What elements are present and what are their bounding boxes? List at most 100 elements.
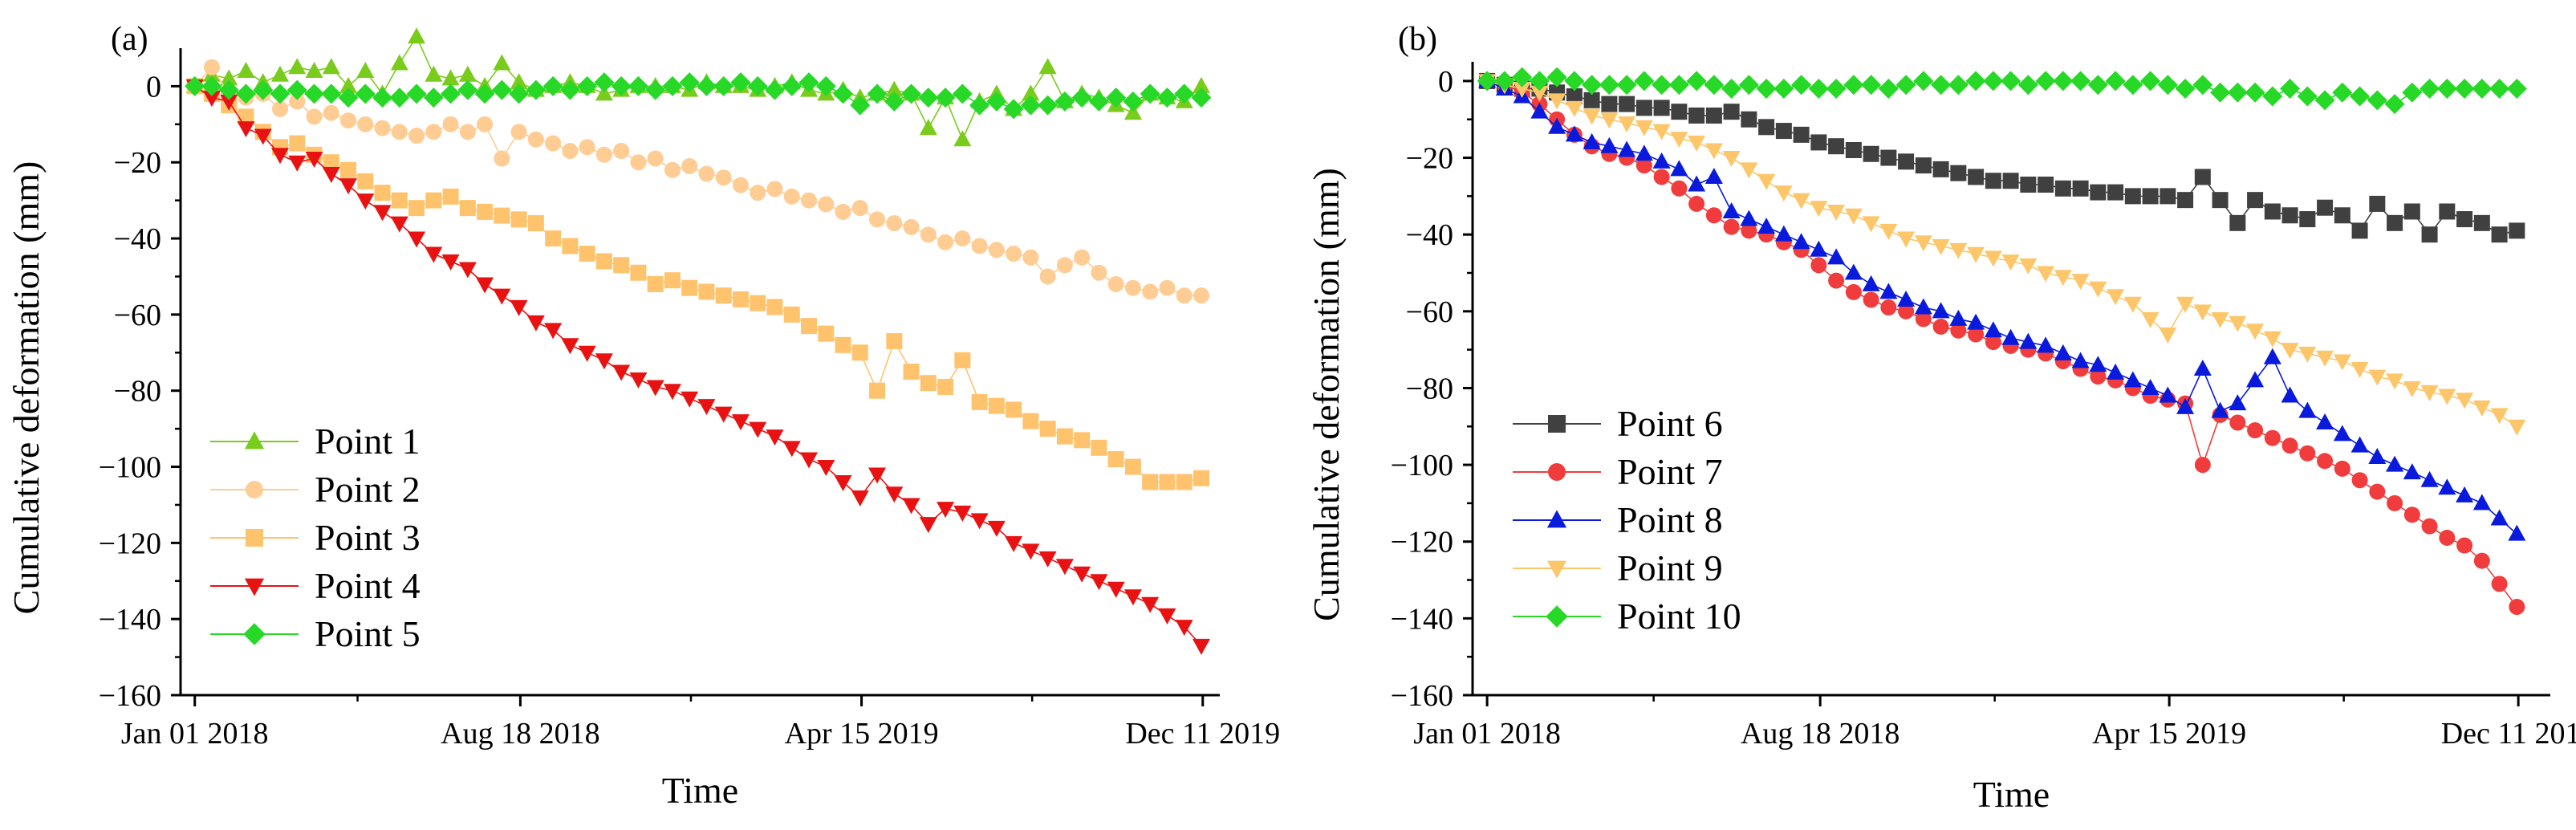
data-point [1984, 250, 2002, 267]
data-point [1965, 71, 1986, 92]
data-point [1635, 144, 1653, 161]
data-point [1142, 283, 1159, 300]
data-point [1635, 157, 1652, 174]
legend-label: Point 6 [1617, 403, 1723, 444]
data-point [2246, 323, 2265, 340]
data-point [2387, 494, 2403, 511]
data-point [561, 338, 579, 355]
data-point [1775, 123, 1792, 140]
data-point [1774, 185, 1793, 202]
data-point [935, 87, 956, 108]
data-point [2177, 192, 2194, 209]
data-point [2473, 552, 2490, 569]
data-point [1688, 175, 1706, 192]
data-point [1844, 263, 1863, 280]
data-point [2019, 332, 2038, 349]
data-point [630, 264, 647, 281]
data-point [2210, 82, 2231, 103]
legend-marker [246, 481, 263, 498]
data-point [289, 135, 306, 152]
data-point [2317, 453, 2334, 470]
data-point [339, 76, 358, 93]
data-point [2020, 177, 2037, 193]
data-point [1652, 75, 1672, 96]
data-point [1845, 283, 1862, 300]
data-point [801, 192, 818, 209]
data-point [783, 306, 800, 323]
data-point [1477, 71, 1497, 92]
data-point [1931, 75, 1952, 96]
data-point [423, 87, 444, 108]
data-point [1039, 421, 1056, 437]
data-point [459, 124, 476, 140]
data-point [1915, 157, 1932, 174]
legend-label: Point 7 [1617, 451, 1723, 492]
data-point [2019, 258, 2038, 275]
x-tick-label: Jan 01 2018 [1413, 717, 1561, 751]
data-point [2387, 214, 2403, 231]
data-point [750, 185, 766, 201]
data-point [356, 193, 375, 210]
data-point [321, 83, 342, 104]
data-point [1792, 193, 1810, 210]
series-point-10 [1477, 67, 2527, 115]
data-point [270, 83, 291, 104]
data-point [1949, 309, 1968, 326]
data-point [510, 211, 527, 228]
data-point [2403, 463, 2421, 480]
data-point [2087, 75, 2108, 96]
data-point [2281, 437, 2298, 454]
panel-label: (b) [1398, 21, 1437, 58]
data-point [494, 207, 510, 224]
data-point [1863, 145, 1879, 162]
data-point [527, 131, 544, 148]
data-point [474, 83, 495, 104]
data-point [1808, 78, 1829, 99]
data-point [1723, 104, 1740, 120]
data-point [664, 272, 681, 289]
data-point [1740, 162, 1758, 179]
data-point [1156, 87, 1177, 108]
data-point [577, 75, 598, 96]
data-point [2124, 188, 2141, 205]
data-point [1600, 136, 1619, 153]
data-point [218, 79, 239, 100]
data-point [2438, 389, 2456, 405]
y-tick-label: −140 [99, 603, 161, 637]
data-point [1897, 231, 1916, 248]
data-point [969, 95, 990, 116]
data-point [272, 100, 289, 117]
legend-marker [1546, 560, 1567, 579]
data-point [1774, 225, 1793, 242]
data-point [2038, 177, 2054, 193]
y-tick-label: −20 [1406, 142, 1453, 176]
y-tick-label: −60 [114, 299, 161, 332]
series-point-2 [186, 59, 1209, 304]
data-point [562, 238, 579, 254]
data-point [1006, 401, 1022, 418]
data-point [2089, 281, 2107, 298]
data-point [1564, 71, 1585, 92]
data-point [305, 61, 323, 78]
data-point [1159, 279, 1176, 296]
data-point [425, 124, 442, 140]
series-point-8 [1478, 71, 2526, 541]
data-point [1107, 581, 1125, 598]
y-tick-label: −100 [1391, 449, 1453, 482]
data-point [850, 95, 871, 116]
data-point [2297, 86, 2318, 107]
data-point [613, 143, 630, 160]
data-point [988, 242, 1005, 258]
data-point [2351, 222, 2368, 239]
data-point [2107, 289, 2125, 306]
data-point [1073, 566, 1091, 583]
data-point [1192, 638, 1210, 655]
data-point [1704, 75, 1725, 96]
data-point [1619, 96, 1635, 112]
series-point-7 [1479, 72, 2525, 616]
data-point [2420, 470, 2439, 487]
data-point [1056, 428, 1073, 445]
data-point [1020, 95, 1041, 116]
data-point [2053, 71, 2074, 92]
data-point [2314, 90, 2335, 111]
